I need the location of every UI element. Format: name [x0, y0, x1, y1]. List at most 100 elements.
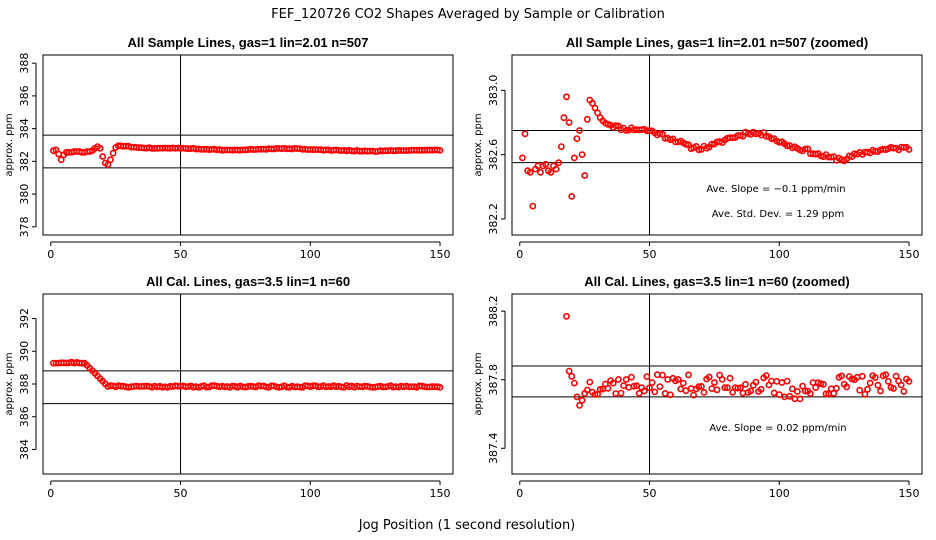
data-point [570, 379, 578, 387]
data-point [833, 384, 840, 392]
data-point [729, 388, 736, 396]
data-point [664, 376, 672, 383]
plot-frame [42, 293, 454, 475]
x-tick-label: 50 [174, 248, 188, 261]
data-point [864, 385, 871, 393]
y-tick-label: 388 [18, 53, 31, 74]
data-point [568, 372, 576, 380]
plot-frame [511, 293, 923, 475]
data-point [656, 383, 664, 390]
data-point [783, 377, 791, 385]
data-point [757, 385, 765, 393]
data-point [794, 388, 801, 395]
data-point [812, 384, 819, 391]
std-dev-annotation: Ave. Std. Dev. = 1.29 ppm [712, 209, 844, 220]
data-point [565, 367, 573, 375]
data-point [674, 375, 682, 383]
data-point [711, 379, 718, 386]
data-point [596, 385, 604, 393]
data-point [555, 159, 563, 167]
data-point [778, 379, 786, 386]
data-point [884, 377, 892, 385]
data-point [573, 135, 581, 142]
panel-sample-full: All Sample Lines, gas=1 lin=2.01 n=507 a… [4, 35, 454, 261]
data-point [104, 161, 112, 168]
data-point [563, 93, 570, 101]
data-point [807, 390, 814, 397]
data-point [801, 145, 809, 153]
data-point [877, 387, 884, 395]
panel-title: All Cal. Lines, gas=3.5 lin=1 n=60 [146, 274, 350, 289]
data-point [99, 153, 107, 160]
y-tick-label: 378 [18, 216, 31, 237]
data-point [838, 372, 845, 380]
y-tick-label: 387.4 [487, 433, 500, 465]
data-point [775, 391, 783, 398]
data-point [109, 149, 117, 157]
y-tick-label: 392 [18, 308, 31, 329]
y-tick-label: 384 [18, 439, 31, 460]
y-tick-label: 382.2 [487, 203, 500, 235]
data-point [822, 390, 830, 398]
data-point [856, 386, 864, 394]
data-point [578, 396, 586, 404]
data-point [568, 192, 576, 200]
data-point [622, 127, 630, 134]
x-axis-label: Jog Position (1 second resolution) [358, 518, 576, 533]
data-point [762, 372, 770, 379]
data-point [529, 202, 537, 210]
data-point [589, 99, 596, 107]
data-point [591, 391, 599, 398]
y-axis-label: approx. ppm [473, 352, 484, 415]
data-point [563, 312, 570, 320]
data-point [866, 379, 874, 387]
data-point [768, 135, 775, 143]
data-point [651, 388, 659, 396]
data-point [858, 372, 866, 380]
x-tick-label: 0 [516, 487, 523, 500]
plot-frame [511, 54, 923, 236]
data-point [604, 384, 612, 392]
data-point [648, 379, 656, 386]
data-point [609, 379, 617, 387]
data-point [661, 389, 669, 397]
data-point [612, 390, 620, 397]
data-point [565, 119, 573, 126]
data-point [773, 377, 781, 385]
data-point [682, 140, 690, 148]
data-point [594, 109, 601, 117]
data-point [578, 151, 586, 158]
data-point [55, 150, 62, 158]
data-point [762, 132, 770, 140]
x-tick-label: 150 [430, 248, 451, 261]
data-point [718, 375, 726, 383]
y-tick-label: 383.0 [487, 75, 500, 107]
data-point [646, 127, 653, 135]
data-point [622, 376, 630, 383]
data-point [685, 371, 692, 379]
y-axis-label: approx. ppm [4, 352, 15, 415]
data-point [640, 387, 648, 395]
data-point [537, 168, 544, 176]
data-point [721, 384, 729, 391]
x-tick-label: 50 [643, 248, 657, 261]
data-point [625, 383, 633, 391]
data-point [890, 385, 897, 392]
data-point [726, 374, 734, 382]
data-point [698, 382, 705, 390]
data-point [521, 130, 529, 138]
data-point [436, 146, 444, 154]
data-point [576, 127, 583, 134]
data-point [892, 372, 900, 380]
y-tick-label: 386 [18, 85, 31, 106]
slope-annotation: Ave. Slope = 0.02 ppm/min [709, 423, 846, 434]
data-point [734, 384, 742, 392]
data-point [830, 389, 838, 397]
y-tick-label: 380 [18, 184, 31, 205]
y-tick-label: 382.6 [487, 139, 500, 171]
data-point [742, 380, 749, 388]
data-point [615, 376, 622, 383]
data-point [853, 373, 861, 381]
data-point [804, 145, 812, 153]
